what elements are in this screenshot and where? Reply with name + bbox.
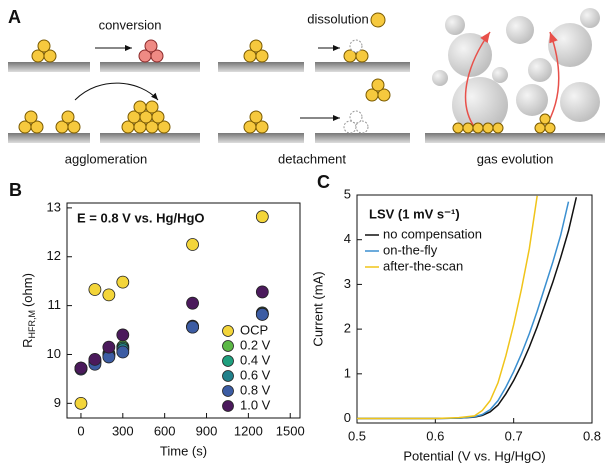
legend-swatch [222,385,234,397]
x-tick-label: 600 [154,423,176,438]
plot-frame [356,194,593,424]
caption: agglomeration [65,151,147,166]
annotation: E = 0.8 V vs. Hg/HgO [77,210,205,225]
y-tick-label: 2 [344,321,351,336]
point [255,210,269,224]
y-tick-label: 9 [54,395,61,410]
point [88,352,102,366]
y-tick-label: 11 [48,297,62,312]
point [116,275,130,289]
point [186,320,199,334]
y-tick-label: 4 [344,231,351,246]
point [88,283,102,296]
y-axis-label: RHFR,M (ohm) [20,273,37,348]
y-tick-label: 5 [344,186,351,201]
point [74,361,88,375]
panel-label: B [9,180,22,200]
panel-a: A conversion dissolution agglomeration d… [8,7,605,166]
legend-label: 0.8 V [240,382,271,397]
x-tick-label: 0.8 [583,428,601,443]
legend-label: after-the-scan [383,258,463,273]
y-tick-label: 13 [47,199,61,214]
legend-label: 1.0 V [240,397,271,412]
legend-label: 0.2 V [240,337,271,352]
y-axis-label: Current (mA) [310,271,325,346]
line [357,195,538,420]
x-axis-label: Time (s) [160,443,207,458]
x-tick-label: 1500 [276,423,305,438]
chart-title: LSV (1 mV s⁻¹) [369,206,460,221]
legend-label: 0.4 V [240,352,271,367]
point [186,238,199,251]
plot-frame [66,202,301,419]
x-tick-label: 1200 [234,423,263,438]
legend-swatch [222,370,234,382]
y-label-main: R [20,339,35,348]
y-tick-label: 3 [344,276,351,291]
substrates [8,62,605,143]
legend-label: 0.6 V [240,367,271,382]
x-tick-label: 300 [112,423,134,438]
legend-label: on-the-fly [383,242,438,257]
y-tick-label: 12 [47,248,61,263]
legend-label: OCP [240,322,268,337]
point [116,328,130,342]
x-tick-label: 900 [196,423,218,438]
legend-swatch [222,355,234,367]
y-label-sub: HFR,M [27,310,37,339]
panel-label: C [317,172,330,192]
point [102,340,116,354]
x-axis-label: Potential (V vs. Hg/HgO) [403,448,545,463]
caption: gas evolution [477,151,554,166]
legend-swatch [222,400,234,412]
y-tick-label: 1 [344,365,351,380]
caption: detachment [278,151,346,166]
x-tick-label: 0.5 [348,428,366,443]
particles [18,12,556,134]
x-tick-label: 0.6 [426,428,444,443]
point [255,285,269,299]
bubbles [432,8,600,133]
point [186,296,199,310]
y-tick-label: 10 [47,346,61,361]
caption: dissolution [307,11,368,26]
point [102,288,116,302]
panel-label: A [8,7,21,27]
point [74,396,88,410]
point [255,308,269,321]
legend-swatch [222,340,234,352]
y-tick-label: 0 [344,410,351,425]
legend-swatch [222,325,234,337]
caption: conversion [99,17,162,32]
legend-label: no compensation [383,226,482,241]
y-label-unit: (ohm) [20,273,35,307]
x-tick-label: 0.7 [505,428,523,443]
point [116,345,130,359]
x-tick-label: 0 [77,423,84,438]
